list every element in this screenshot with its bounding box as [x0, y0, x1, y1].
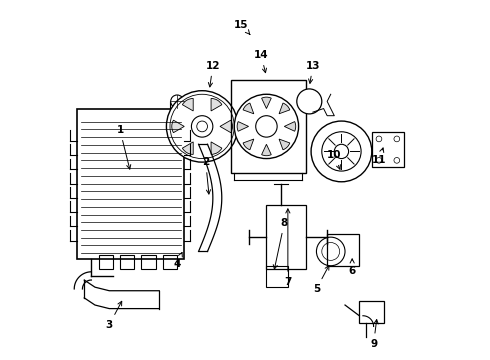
Text: 5: 5 — [313, 266, 329, 294]
Bar — [142, 255, 156, 269]
Circle shape — [75, 280, 93, 298]
Bar — [120, 255, 134, 269]
Circle shape — [170, 94, 234, 158]
Wedge shape — [243, 103, 254, 114]
Circle shape — [376, 157, 382, 163]
Wedge shape — [262, 144, 271, 156]
Bar — [231, 80, 306, 173]
Bar — [98, 255, 113, 269]
Bar — [77, 109, 184, 258]
Wedge shape — [211, 98, 222, 111]
Wedge shape — [182, 98, 193, 111]
Wedge shape — [262, 97, 271, 109]
Wedge shape — [243, 139, 254, 150]
Circle shape — [311, 121, 372, 182]
Circle shape — [297, 89, 322, 114]
Wedge shape — [284, 122, 296, 131]
Circle shape — [394, 136, 400, 142]
Wedge shape — [279, 139, 290, 150]
Text: 14: 14 — [254, 50, 269, 73]
Circle shape — [334, 144, 348, 158]
Text: 9: 9 — [370, 320, 378, 348]
Wedge shape — [172, 120, 184, 133]
Wedge shape — [279, 103, 290, 114]
Bar — [267, 205, 306, 269]
Text: 13: 13 — [306, 61, 320, 83]
Circle shape — [171, 95, 184, 108]
Bar — [170, 102, 188, 116]
Wedge shape — [211, 142, 222, 154]
Text: 10: 10 — [327, 150, 342, 169]
Text: 2: 2 — [202, 157, 211, 194]
Wedge shape — [182, 142, 193, 154]
Circle shape — [192, 116, 213, 137]
Text: 3: 3 — [106, 301, 122, 330]
Bar — [267, 266, 288, 287]
Circle shape — [197, 121, 207, 132]
Circle shape — [256, 116, 277, 137]
Bar — [359, 301, 384, 323]
Bar — [372, 132, 404, 167]
Circle shape — [322, 132, 361, 171]
Text: 11: 11 — [372, 148, 386, 165]
Text: 15: 15 — [234, 19, 250, 35]
Circle shape — [234, 94, 298, 158]
Bar — [327, 234, 359, 266]
Circle shape — [376, 136, 382, 142]
Circle shape — [322, 243, 340, 260]
Text: 12: 12 — [206, 61, 220, 87]
Text: 6: 6 — [348, 259, 356, 276]
Text: 7: 7 — [284, 209, 292, 287]
Circle shape — [167, 91, 238, 162]
Wedge shape — [220, 120, 232, 133]
Circle shape — [394, 157, 400, 163]
Text: 4: 4 — [173, 252, 182, 269]
Circle shape — [317, 237, 345, 266]
Bar — [163, 255, 177, 269]
Text: 1: 1 — [116, 125, 131, 169]
Wedge shape — [237, 122, 248, 131]
Text: 8: 8 — [273, 218, 288, 269]
